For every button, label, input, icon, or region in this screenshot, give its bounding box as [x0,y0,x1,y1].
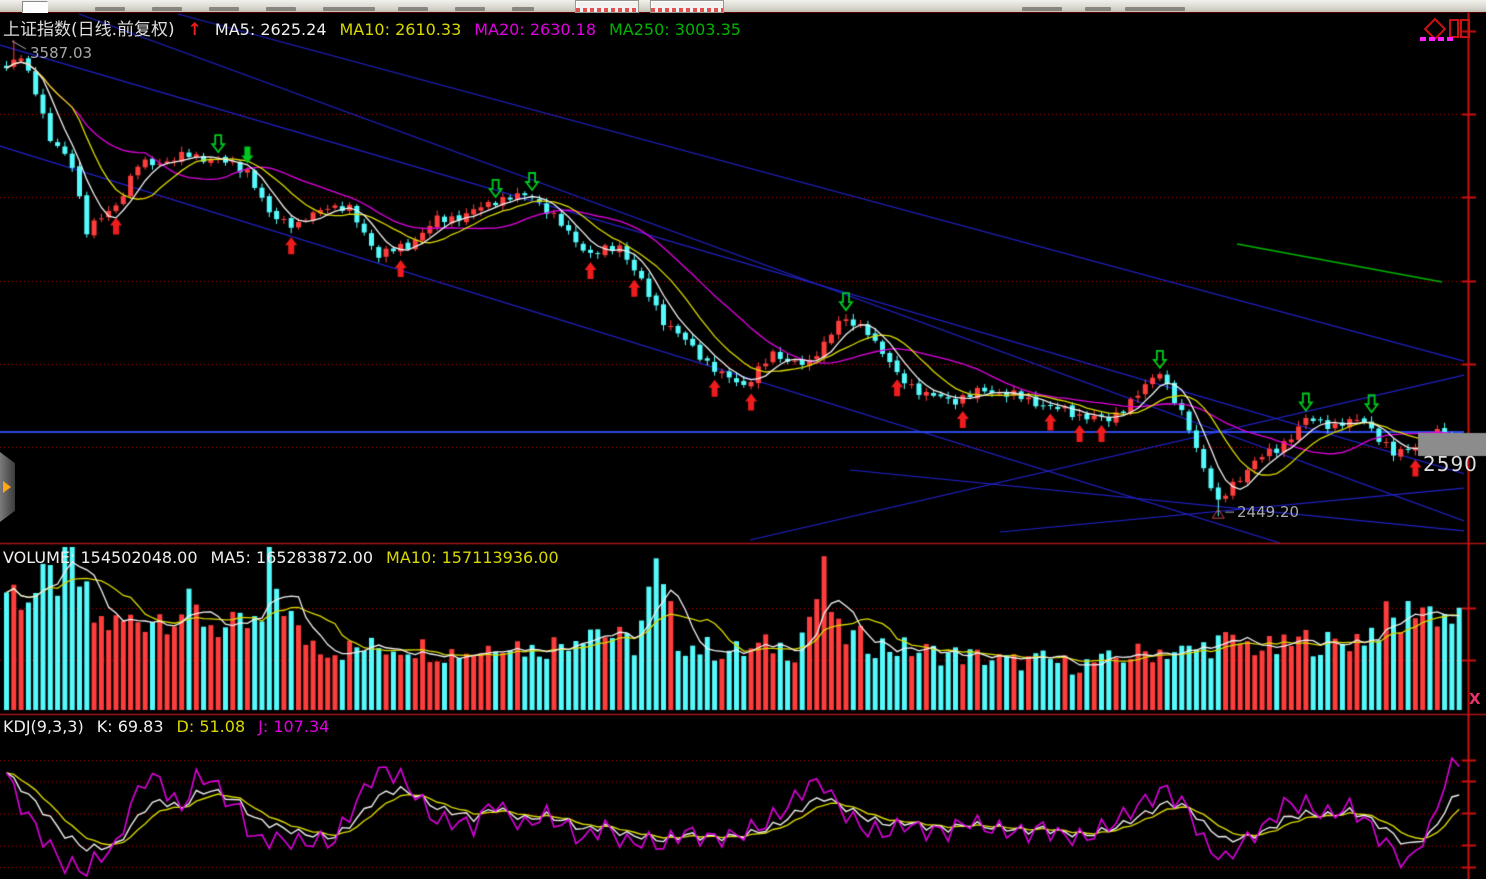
chevron-right-icon [3,481,11,493]
menu-item[interactable] [1022,7,1062,11]
volume-ma5-label: MA5: 165283872.00 [210,548,374,567]
menu-item[interactable] [95,7,125,11]
d-value-label: D: 51.08 [176,717,246,736]
top-toolbar [0,0,1486,13]
menu-item[interactable] [398,7,428,11]
menu-item[interactable] [152,7,182,11]
instrument-title: 上证指数(日线.前复权) [3,20,175,40]
sidebar-expand-handle[interactable] [0,452,15,522]
low-price-label: 2449.20 [1237,503,1300,521]
last-price-label: 2590 [1423,452,1478,476]
quote-box[interactable] [575,0,639,13]
kdj-pane-header: KDJ(9,3,3) K: 69.83 D: 51.08 J: 107.34 [3,717,329,736]
toolbar-field[interactable] [22,1,48,13]
menu-item[interactable] [1085,7,1111,11]
buy-signal-icon: ↑ [187,20,202,40]
menu-item[interactable] [512,7,534,11]
menu-item[interactable] [209,7,239,11]
volume-ma10-label: MA10: 157113936.00 [386,548,559,567]
window-tile-icon[interactable] [1449,19,1470,38]
close-pane-button[interactable]: X [1469,690,1481,708]
menu-item[interactable] [266,7,296,11]
kdj-title-label: KDJ(9,3,3) [3,717,84,736]
dash-indicator-icon [1420,37,1453,41]
ma20-label: MA20: 2630.18 [474,20,596,39]
volume-pane-header: VOLUME: 154502048.00 MA5: 165283872.00 M… [3,548,559,567]
volume-label: VOLUME: 154502048.00 [3,548,198,567]
menu-item[interactable] [323,7,375,11]
high-price-label: 3587.03 [30,44,93,62]
quote-box[interactable] [650,0,724,13]
j-value-label: J: 107.34 [258,717,330,736]
menu-item[interactable] [455,7,485,11]
ma250-label: MA250: 3003.35 [609,20,741,39]
k-value-label: K: 69.83 [96,717,164,736]
ma5-label: MA5: 2625.24 [214,20,327,39]
menu-item[interactable] [1125,7,1185,11]
ma10-label: MA10: 2610.33 [339,20,462,39]
price-pane-header: 上证指数(日线.前复权) ↑ MA5: 2625.24 MA10: 2610.3… [3,15,741,40]
